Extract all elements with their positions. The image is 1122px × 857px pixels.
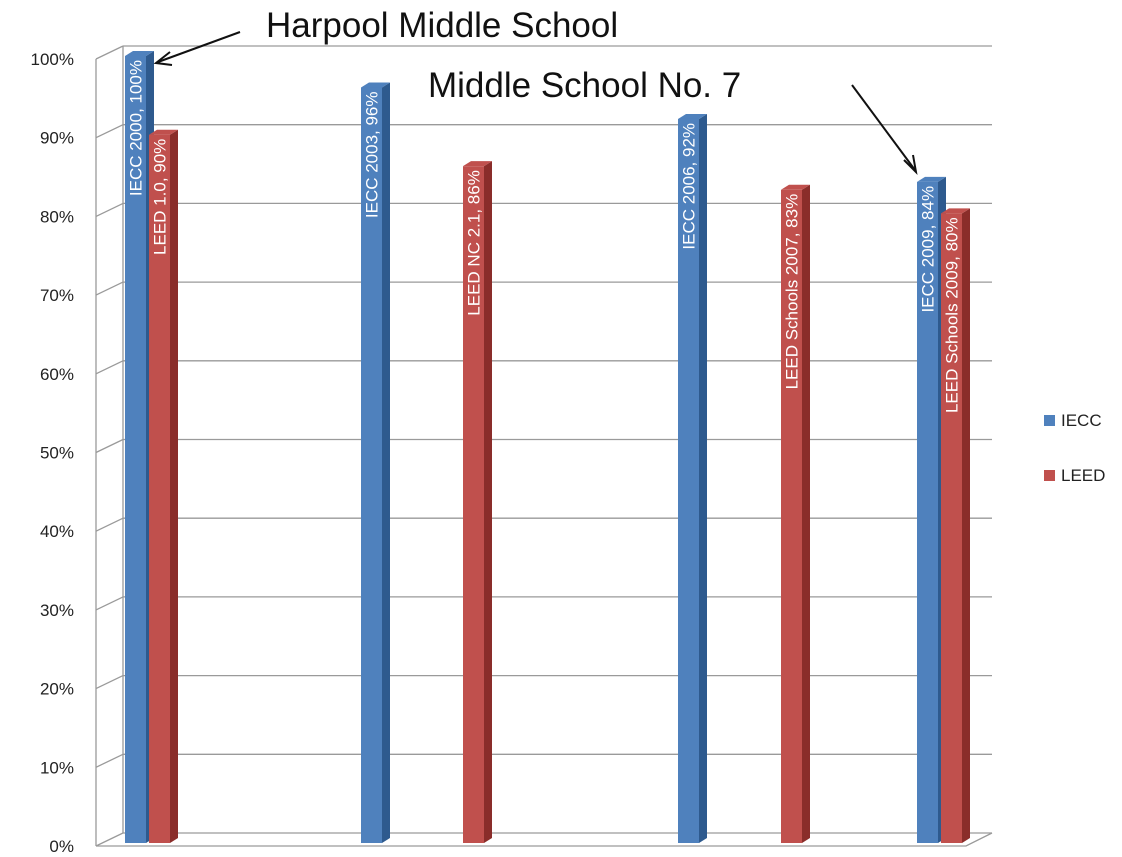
annotation-harpool-arrowhead bbox=[153, 51, 173, 66]
bar-side bbox=[170, 129, 178, 843]
annotation-harpool: Harpool Middle School bbox=[153, 6, 618, 66]
bar-side bbox=[802, 184, 810, 844]
bar-top bbox=[781, 184, 810, 190]
bar-data-label: LEED 1.0, 90% bbox=[151, 139, 170, 255]
bar-data-label: LEED Schools 2007, 83% bbox=[783, 194, 802, 390]
legend-label-leed: LEED bbox=[1061, 466, 1105, 485]
y-tick-label: 40% bbox=[40, 522, 74, 541]
y-tick-label: 50% bbox=[40, 444, 74, 463]
bar-front bbox=[678, 118, 699, 843]
annotation-harpool-arrow bbox=[157, 31, 241, 63]
gridline-depth bbox=[95, 45, 124, 60]
gridline-depth bbox=[95, 517, 124, 532]
bar-side bbox=[962, 208, 970, 843]
annotation-school-7: Middle School No. 7 bbox=[428, 66, 918, 175]
bar-side bbox=[382, 82, 390, 844]
gridline-depth bbox=[95, 124, 124, 139]
bar-iecc: IECC 2006, 92% bbox=[678, 113, 707, 843]
legend-label-iecc: IECC bbox=[1061, 411, 1102, 430]
bar-leed: LEED 1.0, 90% bbox=[149, 129, 178, 843]
gridline-depth bbox=[95, 675, 124, 690]
bar-data-label: IECC 2009, 84% bbox=[919, 186, 938, 313]
y-tick-label: 0% bbox=[49, 837, 74, 856]
gridline-depth bbox=[95, 753, 124, 768]
y-tick-label: 60% bbox=[40, 365, 74, 384]
y-tick-label: 100% bbox=[31, 50, 74, 69]
bar-side bbox=[484, 161, 492, 843]
bar-top bbox=[463, 161, 492, 167]
annotation-school-7-arrowhead bbox=[903, 154, 918, 175]
bar-front bbox=[941, 213, 962, 843]
y-tick-label: 70% bbox=[40, 286, 74, 305]
bar-data-label: IECC 2000, 100% bbox=[127, 60, 146, 196]
bar-data-label: LEED Schools 2009, 80% bbox=[943, 217, 962, 413]
gridline-depth bbox=[95, 202, 124, 217]
annotation-school-7-arrow bbox=[851, 84, 916, 171]
floor-edge bbox=[96, 832, 993, 847]
gridline-depth bbox=[95, 438, 124, 454]
gridline-depth bbox=[95, 832, 124, 847]
gridline-depth bbox=[95, 596, 124, 611]
legend-swatch-iecc bbox=[1044, 415, 1055, 426]
y-tick-label: 30% bbox=[40, 601, 74, 620]
gridline-depth bbox=[95, 360, 124, 375]
bar-top bbox=[149, 129, 178, 135]
bar-data-label: LEED NC 2.1, 86% bbox=[465, 170, 484, 316]
bar-top bbox=[917, 176, 946, 182]
bar-data-label: IECC 2003, 96% bbox=[363, 91, 382, 218]
bar-front bbox=[125, 56, 146, 843]
bar-side bbox=[699, 113, 707, 843]
bar-top bbox=[125, 51, 154, 56]
bar-front bbox=[361, 87, 382, 844]
annotation-school-7-text: Middle School No. 7 bbox=[428, 66, 741, 105]
y-tick-label: 80% bbox=[40, 207, 74, 226]
bars: IECC 2000, 100% LEED 1.0, 90% IECC 2003, 9… bbox=[125, 51, 970, 844]
gridline-depth bbox=[95, 281, 124, 296]
y-axis: 0% 10% 20% 30% 40% 50% 60% 70% 80% 90% 100% bbox=[31, 46, 993, 856]
bar-front bbox=[917, 181, 938, 844]
bar-data-label: IECC 2006, 92% bbox=[680, 123, 699, 250]
gridlines bbox=[95, 45, 992, 847]
bar-top bbox=[361, 82, 390, 88]
annotation-harpool-text: Harpool Middle School bbox=[266, 6, 618, 45]
legend: IECC LEED bbox=[1044, 411, 1105, 485]
y-tick-label: 10% bbox=[40, 758, 74, 777]
y-tick-label: 20% bbox=[40, 680, 74, 699]
legend-swatch-leed bbox=[1044, 470, 1055, 481]
bar-iecc: IECC 2003, 96% bbox=[361, 82, 390, 844]
bar-top bbox=[678, 113, 707, 119]
bar-leed: LEED Schools 2009, 80% bbox=[941, 208, 970, 843]
y-tick-label: 90% bbox=[40, 129, 74, 148]
bar-leed: LEED NC 2.1, 86% bbox=[463, 161, 492, 843]
bar-leed: LEED Schools 2007, 83% bbox=[781, 184, 810, 844]
bar-front bbox=[463, 166, 484, 843]
bar-front bbox=[149, 134, 170, 843]
bar-top bbox=[941, 208, 970, 214]
bar-front bbox=[781, 189, 802, 844]
